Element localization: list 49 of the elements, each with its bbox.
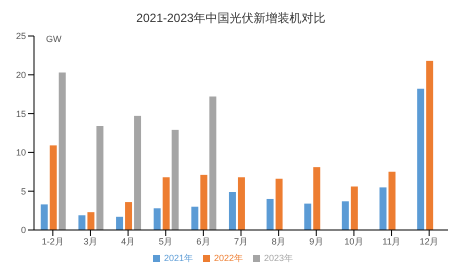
bar xyxy=(209,96,216,230)
y-tick-label: 0 xyxy=(20,225,26,236)
bar xyxy=(200,174,208,230)
bar xyxy=(426,60,434,230)
x-tick-label: 8月 xyxy=(272,236,286,246)
bar xyxy=(116,216,124,230)
bar xyxy=(380,187,386,230)
bar xyxy=(228,192,236,230)
y-axis-title: GW xyxy=(46,34,62,44)
bar xyxy=(154,208,161,230)
y-tick-label: 20 xyxy=(16,70,26,80)
y-tick-label: 25 xyxy=(16,31,26,42)
x-tick-label: 9月 xyxy=(309,236,324,246)
bar xyxy=(266,198,274,230)
bar xyxy=(313,167,320,230)
bar xyxy=(417,88,424,230)
x-tick-label: 10月 xyxy=(344,236,364,246)
legend-label: 2021年 xyxy=(164,253,193,263)
bar xyxy=(96,126,104,230)
bar xyxy=(172,130,179,230)
x-tick-label: 3月 xyxy=(83,236,98,246)
x-tick-label: 6月 xyxy=(196,236,210,246)
y-tick-label: 15 xyxy=(16,108,26,119)
y-tick-label: 5 xyxy=(20,186,26,196)
x-tick-label: 12月 xyxy=(420,236,439,246)
bar xyxy=(125,202,132,230)
x-tick-label: 11月 xyxy=(382,236,401,246)
legend-label: 2023年 xyxy=(264,253,294,263)
bar xyxy=(40,204,48,230)
legend-label: 2022年 xyxy=(214,253,244,263)
bar xyxy=(78,215,86,230)
bar xyxy=(58,72,66,230)
bar xyxy=(342,201,349,230)
chart-title: 2021-2023年中国光伏新增装机对比 xyxy=(135,10,327,27)
bar xyxy=(134,116,142,230)
x-tick-label: 4月 xyxy=(121,236,136,246)
bar xyxy=(50,145,57,230)
bar xyxy=(162,177,170,230)
bar xyxy=(191,206,198,230)
bar xyxy=(388,172,396,230)
bar xyxy=(87,212,94,230)
y-tick-label: 10 xyxy=(16,148,26,158)
bar xyxy=(350,186,358,230)
x-tick-label: 5月 xyxy=(158,236,173,246)
x-tick-label: 7月 xyxy=(234,236,248,246)
x-tick-label: 1-2月 xyxy=(42,236,64,246)
bar xyxy=(238,177,245,230)
bar xyxy=(304,204,312,230)
bar xyxy=(276,178,283,230)
